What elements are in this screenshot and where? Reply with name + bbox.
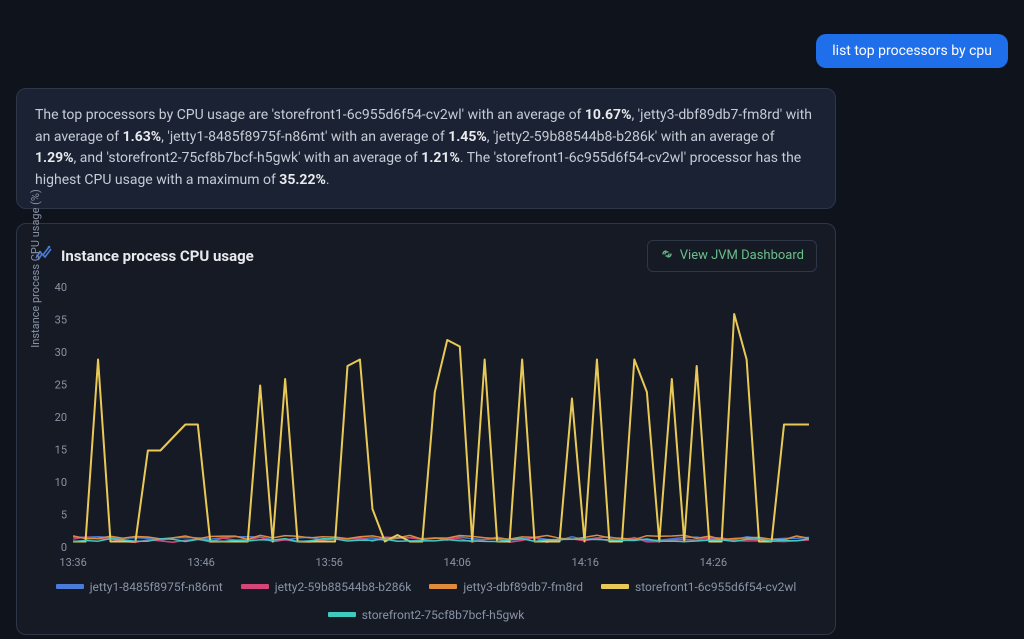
legend-item[interactable]: storefront2-75cf8b7bcf-h5gwk bbox=[328, 608, 525, 622]
assistant-response: The top processors by CPU usage are 'sto… bbox=[16, 88, 836, 209]
legend-swatch bbox=[56, 584, 84, 589]
cpu-chart-card: Instance process CPU usage View JVM Dash… bbox=[16, 223, 836, 635]
user-message: list top processors by cpu bbox=[816, 34, 1008, 68]
svg-text:14:26: 14:26 bbox=[700, 556, 727, 569]
legend-item[interactable]: storefront1-6c955d6f54-cv2wl bbox=[601, 580, 796, 594]
svg-text:13:36: 13:36 bbox=[59, 556, 86, 569]
view-dashboard-button[interactable]: View JVM Dashboard bbox=[647, 240, 817, 272]
line-chart-svg: 0 5 10 15 20 25 30 35 40 13:36 13:46 13:56 14:06 14:1… bbox=[35, 282, 817, 572]
chart-title: Instance process CPU usage bbox=[61, 247, 254, 265]
legend-swatch bbox=[601, 584, 629, 589]
legend-item[interactable]: jetty1-8485f8975f-n86mt bbox=[56, 580, 223, 594]
svg-text:15: 15 bbox=[55, 443, 67, 456]
link-icon bbox=[660, 247, 674, 265]
legend-label: storefront1-6c955d6f54-cv2wl bbox=[635, 580, 796, 594]
svg-text:5: 5 bbox=[61, 508, 67, 521]
legend-label: jetty2-59b88544b8-b286k bbox=[275, 580, 412, 594]
svg-text:14:16: 14:16 bbox=[572, 556, 599, 569]
svg-text:13:46: 13:46 bbox=[187, 556, 214, 569]
legend-label: jetty1-8485f8975f-n86mt bbox=[90, 580, 223, 594]
chart-title-wrap: Instance process CPU usage bbox=[35, 245, 254, 267]
svg-text:30: 30 bbox=[55, 346, 67, 359]
svg-text:0: 0 bbox=[61, 541, 67, 554]
legend-label: jetty3-dbf89db7-fm8rd bbox=[463, 580, 583, 594]
svg-text:13:56: 13:56 bbox=[315, 556, 342, 569]
legend-item[interactable]: jetty2-59b88544b8-b286k bbox=[241, 580, 412, 594]
legend-label: storefront2-75cf8b7bcf-h5gwk bbox=[362, 608, 525, 622]
chart-header: Instance process CPU usage View JVM Dash… bbox=[35, 240, 817, 272]
chart-legend: jetty1-8485f8975f-n86mt jetty2-59b88544b8… bbox=[35, 580, 817, 622]
legend-swatch bbox=[328, 612, 356, 617]
dashboard-link-label: View JVM Dashboard bbox=[680, 248, 804, 263]
user-message-row: list top processors by cpu bbox=[16, 34, 1008, 68]
legend-swatch bbox=[429, 584, 457, 589]
svg-text:35: 35 bbox=[55, 313, 67, 326]
svg-text:14:06: 14:06 bbox=[444, 556, 471, 569]
svg-text:25: 25 bbox=[55, 378, 67, 391]
svg-text:10: 10 bbox=[55, 476, 67, 489]
legend-item[interactable]: jetty3-dbf89db7-fm8rd bbox=[429, 580, 583, 594]
chart-plot-area: Instance process CPU usage (%) 051015202… bbox=[35, 282, 817, 572]
svg-text:20: 20 bbox=[55, 411, 67, 424]
legend-swatch bbox=[241, 584, 269, 589]
svg-text:40: 40 bbox=[55, 282, 67, 294]
y-axis-label: Instance process CPU usage (%) bbox=[29, 189, 42, 348]
